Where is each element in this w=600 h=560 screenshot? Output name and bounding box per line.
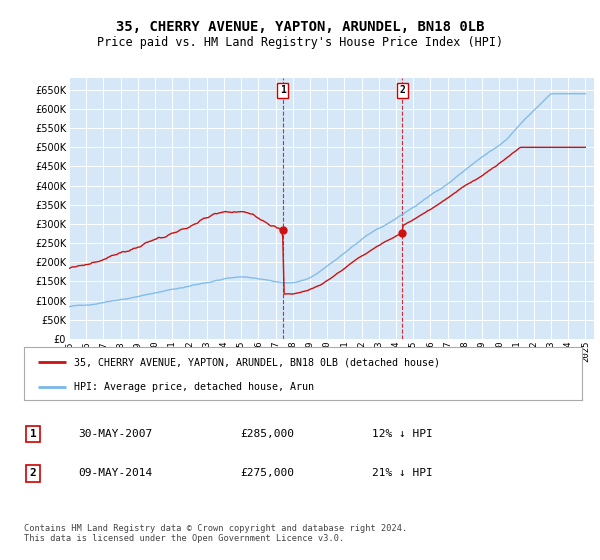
Text: 35, CHERRY AVENUE, YAPTON, ARUNDEL, BN18 0LB (detached house): 35, CHERRY AVENUE, YAPTON, ARUNDEL, BN18…	[74, 357, 440, 367]
Text: HPI: Average price, detached house, Arun: HPI: Average price, detached house, Arun	[74, 381, 314, 391]
Text: 1: 1	[280, 85, 286, 95]
Text: Contains HM Land Registry data © Crown copyright and database right 2024.
This d: Contains HM Land Registry data © Crown c…	[24, 524, 407, 543]
Text: £285,000: £285,000	[240, 429, 294, 439]
Text: £275,000: £275,000	[240, 468, 294, 478]
Text: 35, CHERRY AVENUE, YAPTON, ARUNDEL, BN18 0LB: 35, CHERRY AVENUE, YAPTON, ARUNDEL, BN18…	[116, 20, 484, 34]
Text: 21% ↓ HPI: 21% ↓ HPI	[372, 468, 433, 478]
Text: 30-MAY-2007: 30-MAY-2007	[78, 429, 152, 439]
Text: Price paid vs. HM Land Registry's House Price Index (HPI): Price paid vs. HM Land Registry's House …	[97, 36, 503, 49]
Text: 2: 2	[29, 468, 37, 478]
Text: 12% ↓ HPI: 12% ↓ HPI	[372, 429, 433, 439]
Text: 09-MAY-2014: 09-MAY-2014	[78, 468, 152, 478]
Text: 2: 2	[400, 85, 405, 95]
Text: 1: 1	[29, 429, 37, 439]
